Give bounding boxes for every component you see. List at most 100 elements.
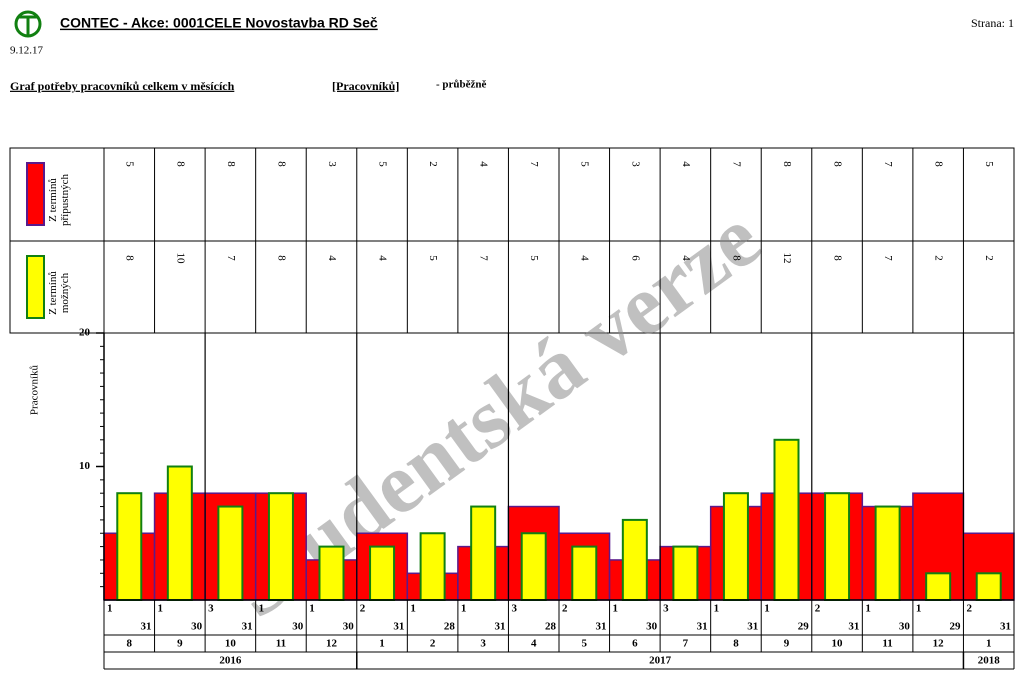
period-start: 1 [259, 603, 265, 615]
x-tick-label: 1 [379, 638, 385, 650]
legend-swatch [26, 162, 45, 226]
x-tick-label: 5 [582, 638, 588, 650]
bar [217, 505, 244, 601]
value-label: 4 [680, 161, 692, 167]
x-tick-label: 3 [480, 638, 486, 650]
value-label: 8 [832, 255, 844, 261]
value-label: 8 [781, 161, 793, 167]
period-start: 1 [309, 603, 315, 615]
period-start: 1 [461, 603, 467, 615]
year-label: 2017 [649, 655, 672, 667]
period-end: 28 [444, 621, 456, 633]
value-label: 2 [983, 255, 995, 261]
bar [166, 465, 193, 601]
bar [571, 545, 598, 601]
page-number: Strana: 1 [971, 16, 1014, 30]
year-label: 2018 [978, 655, 1001, 667]
period-end: 30 [292, 621, 304, 633]
legend-label: Z termínů možných [47, 271, 71, 315]
period-start: 3 [511, 603, 517, 615]
value-label: 5 [377, 161, 389, 167]
x-tick-label: 2 [430, 638, 436, 650]
period-end: 29 [798, 621, 810, 633]
bar [824, 492, 851, 602]
period-start: 1 [410, 603, 416, 615]
x-tick-label: 8 [733, 638, 739, 650]
period-end: 28 [545, 621, 557, 633]
period-end: 29 [949, 621, 961, 633]
title: CONTEC - Akce: 0001CELE Novostavba RD Se… [60, 15, 378, 31]
period-end: 31 [242, 621, 253, 633]
value-label: 8 [174, 161, 186, 167]
value-label: 5 [528, 255, 540, 261]
note: - průběžně [436, 79, 487, 91]
x-tick-label: 10 [225, 638, 237, 650]
bar [975, 572, 1002, 601]
x-tick-label: 9 [177, 638, 183, 650]
legend-label: Z termínů přípustných [47, 174, 71, 226]
period-end: 30 [899, 621, 911, 633]
period-start: 3 [208, 603, 214, 615]
x-tick-label: 7 [683, 638, 689, 650]
period-end: 31 [697, 621, 708, 633]
period-end: 31 [141, 621, 152, 633]
x-tick-label: 4 [531, 638, 537, 650]
value-label: 7 [225, 255, 237, 261]
y-axis-label: Pracovníků [29, 364, 41, 415]
bar [267, 492, 294, 602]
x-tick-label: 12 [326, 638, 338, 650]
value-label: 4 [326, 255, 338, 261]
bar [318, 545, 345, 601]
period-start: 1 [714, 603, 720, 615]
bar [874, 505, 901, 601]
period-start: 1 [107, 603, 113, 615]
value-label: 5 [983, 161, 995, 167]
period-start: 1 [764, 603, 770, 615]
period-end: 31 [747, 621, 758, 633]
subtitle: Graf potřeby pracovníků celkem v měsícíc… [10, 79, 235, 93]
value-label: 12 [781, 253, 793, 264]
bar [116, 492, 143, 602]
period-start: 2 [815, 603, 821, 615]
bar [520, 532, 547, 601]
value-label: 8 [225, 161, 237, 167]
x-tick-label: 11 [882, 638, 892, 650]
value-label: 4 [478, 161, 490, 167]
bar [621, 518, 648, 602]
period-end: 30 [191, 621, 203, 633]
value-label: 3 [326, 161, 338, 167]
value-label: 4 [680, 255, 692, 261]
value-label: 2 [933, 255, 945, 261]
date: 9.12.17 [10, 45, 44, 57]
period-end: 31 [1000, 621, 1011, 633]
x-tick-label: 6 [632, 638, 638, 650]
value-label: 7 [528, 161, 540, 167]
period-start: 2 [360, 603, 366, 615]
value-label: 8 [730, 255, 742, 261]
period-end: 31 [393, 621, 404, 633]
bar [369, 545, 396, 601]
unit: [Pracovníků] [332, 79, 399, 93]
value-label: 5 [124, 161, 136, 167]
bar [419, 532, 446, 601]
period-end: 30 [646, 621, 658, 633]
value-label: 3 [629, 161, 641, 167]
value-label: 8 [275, 255, 287, 261]
x-tick-label: 12 [933, 638, 945, 650]
value-label: 4 [579, 255, 591, 261]
period-end: 31 [848, 621, 859, 633]
x-tick-label: 10 [832, 638, 844, 650]
value-label: 8 [933, 161, 945, 167]
bar [925, 572, 952, 601]
period-start: 1 [613, 603, 619, 615]
x-tick-label: 11 [276, 638, 286, 650]
value-label: 8 [124, 255, 136, 261]
year-label: 2016 [219, 655, 242, 667]
period-start: 1 [916, 603, 922, 615]
period-start: 1 [865, 603, 871, 615]
value-label: 6 [629, 255, 641, 261]
value-label: 7 [730, 161, 742, 167]
value-label: 10 [174, 253, 186, 265]
period-end: 31 [494, 621, 505, 633]
